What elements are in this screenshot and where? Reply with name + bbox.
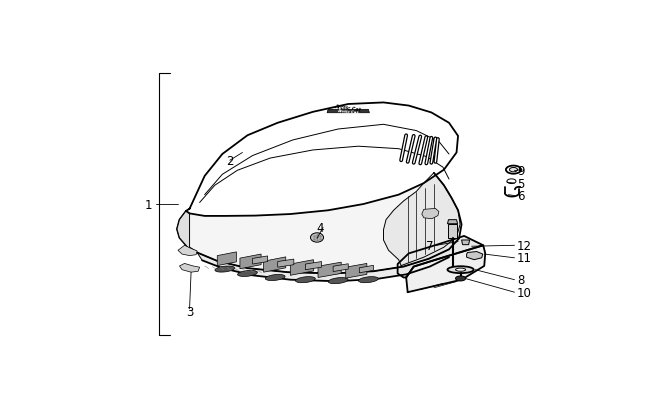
Polygon shape [252,256,268,264]
Polygon shape [306,262,322,270]
Ellipse shape [456,276,465,281]
Ellipse shape [311,233,324,243]
Polygon shape [179,264,200,273]
Polygon shape [333,264,348,272]
Text: 10: 10 [517,286,532,299]
Polygon shape [177,173,462,274]
Text: 11: 11 [517,252,532,264]
Ellipse shape [510,168,517,173]
Ellipse shape [447,266,474,273]
Ellipse shape [265,275,285,281]
Polygon shape [327,110,369,113]
Text: 4: 4 [317,222,324,234]
Text: 9: 9 [517,165,525,178]
Ellipse shape [238,271,257,277]
Polygon shape [448,225,456,239]
Text: 1: 1 [144,198,152,211]
Text: 6: 6 [517,190,525,202]
Polygon shape [177,211,190,250]
Polygon shape [217,252,237,266]
Polygon shape [447,220,458,224]
Ellipse shape [215,266,235,273]
Polygon shape [178,246,197,256]
Polygon shape [462,241,470,245]
Polygon shape [264,257,286,273]
Polygon shape [240,254,261,269]
Ellipse shape [328,278,348,284]
Polygon shape [384,173,460,266]
Polygon shape [278,260,294,268]
Polygon shape [359,266,373,273]
Text: 2: 2 [226,154,233,167]
Ellipse shape [359,277,378,283]
Polygon shape [197,250,449,281]
Polygon shape [291,260,313,276]
Ellipse shape [507,179,516,184]
Text: 7: 7 [426,239,434,252]
Ellipse shape [296,277,315,283]
Text: 12: 12 [517,239,532,252]
Text: 8: 8 [517,273,525,286]
Text: 3: 3 [186,306,193,319]
Polygon shape [406,246,486,292]
Text: Arctic Cat: Arctic Cat [337,109,359,115]
Text: Arctic Cat: Arctic Cat [335,104,362,112]
Polygon shape [398,237,483,278]
Polygon shape [346,264,367,278]
Text: 5: 5 [517,177,525,190]
Polygon shape [318,262,341,278]
Polygon shape [422,209,439,219]
Ellipse shape [456,269,465,272]
Polygon shape [186,103,458,216]
Ellipse shape [506,166,521,174]
Polygon shape [467,252,483,260]
